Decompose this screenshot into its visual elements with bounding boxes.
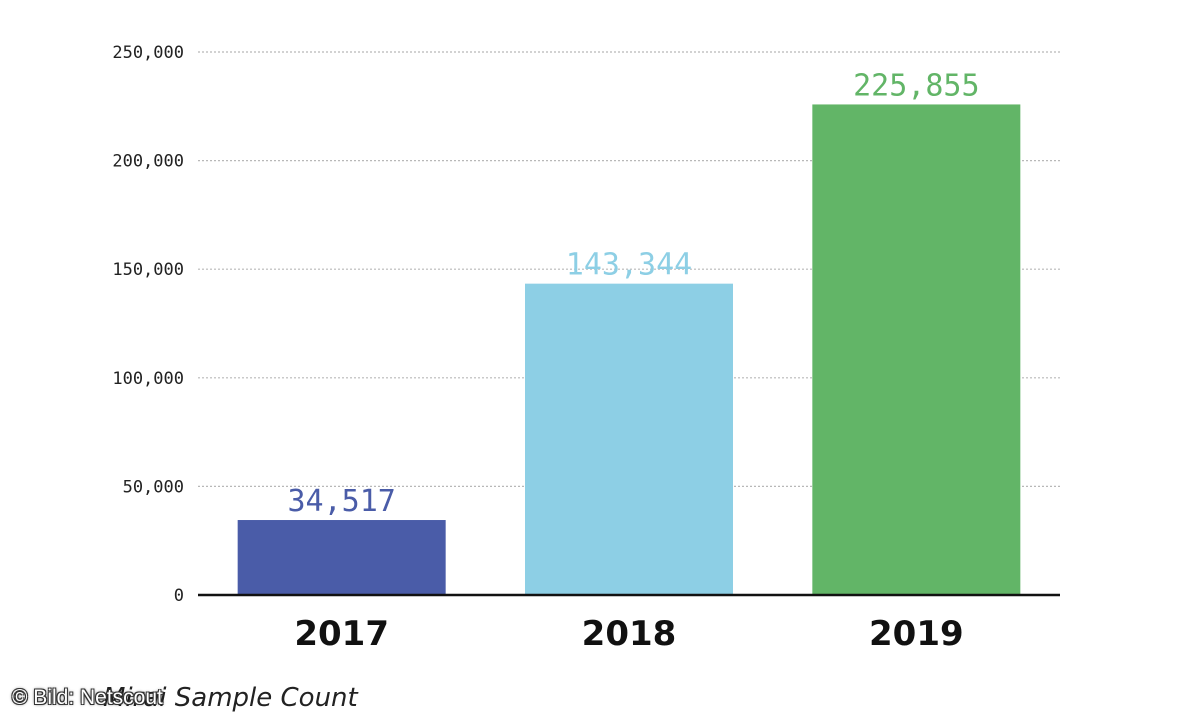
- data-label-2019: 225,855: [853, 68, 979, 103]
- x-tick-label: 2019: [869, 614, 964, 654]
- data-label-2018: 143,344: [566, 248, 692, 283]
- data-label-2017: 34,517: [287, 484, 395, 519]
- bar-2019: [812, 104, 1021, 596]
- bar-2018: [525, 283, 733, 595]
- y-tick-label: 50,000: [123, 477, 184, 497]
- y-tick-label: 250,000: [112, 43, 184, 63]
- y-tick-label: 200,000: [112, 152, 184, 172]
- image-credit: © Bild: Netscout: [12, 686, 163, 709]
- chart-caption: Mirai Sample Count: [103, 683, 358, 713]
- bar-2017: [237, 520, 446, 595]
- y-tick-label: 100,000: [112, 369, 184, 389]
- x-tick-label: 2018: [582, 614, 677, 654]
- x-tick-label: 2017: [294, 614, 389, 654]
- y-tick-label: 150,000: [112, 260, 184, 280]
- y-tick-label: 0: [174, 586, 184, 606]
